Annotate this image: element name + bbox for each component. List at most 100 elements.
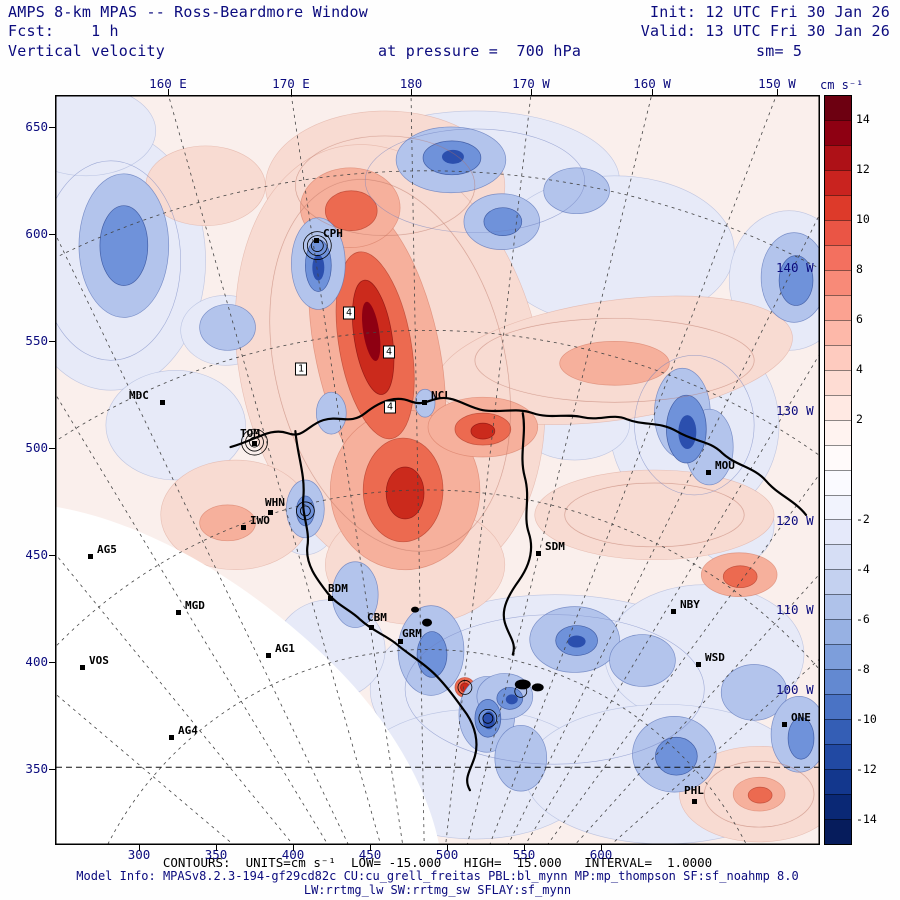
colorbar-tick-label: -6 [856, 612, 870, 626]
station-label: SDM [545, 540, 565, 553]
station-label: NBY [680, 598, 700, 611]
colorbar-segment [825, 694, 851, 720]
smoothing-label: sm= 5 [756, 42, 803, 60]
axis-label-bottom: 450 [358, 847, 382, 862]
station-dot [536, 551, 541, 556]
axis-tick-top [291, 89, 292, 95]
station-label: IWO [250, 514, 270, 527]
axis-label-bottom: 500 [435, 847, 459, 862]
station-label: MOU [715, 459, 735, 472]
axis-label-bottom: 300 [127, 847, 151, 862]
colorbar-segment [825, 419, 851, 445]
map-area [55, 95, 820, 845]
axis-label-right: 140 W [776, 260, 814, 275]
station-label: BDM [328, 582, 348, 595]
forecast-hour-label: Fcst: 1 h [8, 22, 119, 40]
coastline [229, 396, 808, 792]
colorbar-segment [825, 344, 851, 370]
axis-tick-left [49, 127, 55, 128]
colorbar-tick-label: 12 [856, 162, 870, 176]
station-label: WHN [265, 496, 285, 509]
station-label: AG1 [275, 642, 295, 655]
station-dot [692, 799, 697, 804]
axis-tick-top [411, 89, 412, 95]
station-label: WSD [705, 651, 725, 664]
axis-label-left: 650 [25, 119, 48, 134]
colorbar-tick-label: -12 [856, 762, 877, 776]
colorbar-tick-label: 8 [856, 262, 863, 276]
colorbar-segment [825, 144, 851, 170]
station-dot [169, 735, 174, 740]
physics-info-line: LW:rrtmg_lw SW:rrtmg_sw SFLAY:sf_mynn [303, 883, 572, 897]
maximum-updraft-core [362, 301, 381, 361]
colorbar-segment [825, 169, 851, 195]
axis-tick-top [531, 89, 532, 95]
station-dot [328, 596, 333, 601]
axis-label-top: 160 W [633, 76, 671, 91]
colorbar-segment [825, 469, 851, 495]
station-dot [241, 525, 246, 530]
colorbar-segment [825, 369, 851, 395]
strong-downdraft-regions [99, 140, 815, 776]
init-time-label: Init: 12 UTC Fri 30 Jan 26 [650, 3, 890, 21]
station-label: CBM [367, 611, 387, 624]
axis-label-right: 110 W [776, 602, 814, 617]
contour-value-label: 4 [382, 345, 396, 359]
axis-label-bottom: 350 [204, 847, 228, 862]
intense-downdraft-cores [312, 149, 697, 730]
axis-label-top: 160 E [149, 76, 187, 91]
colorbar-segment [825, 619, 851, 645]
axis-label-left: 500 [25, 440, 48, 455]
station-dot [266, 653, 271, 658]
colorbar-segment [825, 669, 851, 695]
colorbar-tick-label: 14 [856, 112, 870, 126]
field-name-label: Vertical velocity [8, 42, 165, 60]
contour-value-label: 4 [383, 400, 397, 414]
colorbar-segment [825, 394, 851, 420]
colorbar-segment [825, 269, 851, 295]
colorbar [824, 95, 852, 845]
colorbar-tick-label: -4 [856, 562, 870, 576]
contour-field-svg [56, 96, 819, 844]
axis-tick-left [49, 662, 55, 663]
station-dot [706, 470, 711, 475]
colorbar-segment [825, 594, 851, 620]
axis-label-bottom: 600 [589, 847, 613, 862]
station-dot [369, 625, 374, 630]
contour-line-rings [269, 135, 815, 828]
terrain-mask-region [56, 506, 439, 844]
colorbar-segment [825, 644, 851, 670]
station-dot [422, 400, 427, 405]
model-info-line: Model Info: MPASv8.2.3-194-gf29cd82c CU:… [76, 869, 799, 883]
axis-tick-bottom [524, 845, 525, 851]
axis-label-top: 170 W [512, 76, 550, 91]
station-label: GRM [402, 627, 422, 640]
contour-value-label: 4 [342, 306, 356, 320]
plot-title: AMPS 8-km MPAS -- Ross-Beardmore Window [8, 3, 368, 21]
station-label: VOS [89, 654, 109, 667]
station-dot [88, 554, 93, 559]
axis-tick-bottom [216, 845, 217, 851]
station-dot [696, 662, 701, 667]
station-dot [80, 665, 85, 670]
axis-tick-bottom [139, 845, 140, 851]
station-label: MGD [185, 599, 205, 612]
contours-info-line: CONTOURS: UNITS=cm s⁻¹ LOW= -15.000 HIGH… [162, 855, 713, 870]
axis-label-top: 180 [399, 76, 423, 91]
station-dot [160, 400, 165, 405]
axis-tick-bottom [293, 845, 294, 851]
station-dot [398, 639, 403, 644]
colorbar-segment [825, 194, 851, 220]
axis-label-left: 600 [25, 226, 48, 241]
station-label: NCL [431, 389, 451, 402]
station-dot [782, 722, 787, 727]
colorbar-tick-label: -2 [856, 512, 870, 526]
axis-tick-bottom [370, 845, 371, 851]
colorbar-segment [825, 769, 851, 795]
colorbar-tick-label: 6 [856, 312, 863, 326]
axis-tick-bottom [447, 845, 448, 851]
station-dot [671, 609, 676, 614]
colorbar-tick-label: 4 [856, 362, 863, 376]
station-dot [176, 610, 181, 615]
colorbar-segment [825, 544, 851, 570]
